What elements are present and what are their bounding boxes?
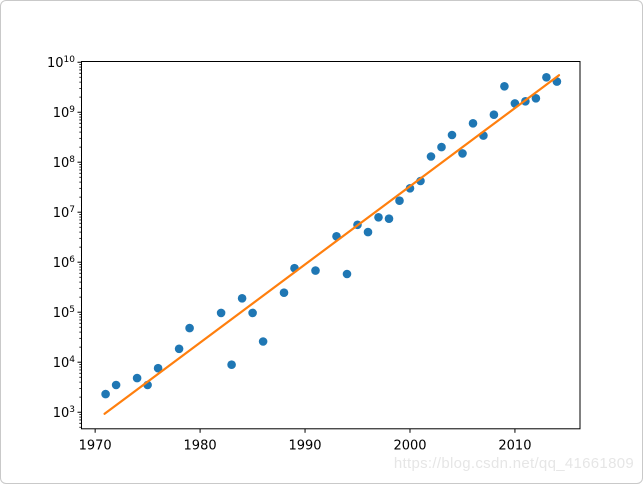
scatter-point bbox=[111, 380, 121, 390]
y-tick-label: 108 bbox=[53, 155, 76, 171]
scatter-point bbox=[311, 266, 320, 275]
scatter-point bbox=[500, 82, 509, 91]
x-tick-label: 1980 bbox=[184, 438, 217, 453]
x-tick-label: 1970 bbox=[79, 438, 112, 453]
scatter-point bbox=[153, 363, 163, 373]
scatter-point bbox=[237, 294, 247, 303]
x-tick-label: 2010 bbox=[498, 438, 531, 453]
y-tick-label: 1010 bbox=[47, 55, 75, 71]
scatter-point bbox=[258, 337, 268, 346]
scatter-point bbox=[384, 214, 394, 223]
scatter-point bbox=[185, 323, 194, 333]
plot-border bbox=[81, 61, 581, 430]
x-tick-label: 1990 bbox=[288, 438, 321, 453]
scatter-point bbox=[374, 213, 383, 222]
scatter-point bbox=[447, 130, 457, 140]
y-tick-label: 107 bbox=[53, 205, 75, 221]
scatter-point bbox=[405, 184, 415, 193]
scatter-point bbox=[468, 119, 478, 128]
y-tick-label: 105 bbox=[53, 305, 75, 321]
scatter-point bbox=[458, 149, 467, 158]
y-tick-label: 104 bbox=[53, 355, 76, 371]
scatter-point bbox=[174, 344, 184, 354]
y-tick-label: 109 bbox=[53, 105, 76, 121]
scatter-point bbox=[279, 288, 289, 298]
scatter-point bbox=[101, 389, 110, 399]
scatter-point bbox=[132, 373, 142, 383]
scatter-point bbox=[395, 196, 404, 205]
scatter-point bbox=[363, 227, 373, 237]
scatter-point bbox=[531, 94, 541, 103]
scatter-point bbox=[437, 142, 446, 152]
scatter-point bbox=[342, 269, 352, 279]
y-tick-label: 103 bbox=[53, 405, 75, 421]
y-tick-label: 106 bbox=[53, 255, 76, 271]
scatter-point bbox=[542, 73, 551, 82]
scatter-point bbox=[216, 308, 226, 318]
scatter-point bbox=[489, 110, 499, 119]
scatter-point bbox=[426, 152, 436, 161]
scatter-point bbox=[227, 360, 236, 370]
scatter-point bbox=[248, 308, 257, 318]
fit-line bbox=[103, 74, 561, 415]
x-tick-label: 2000 bbox=[393, 438, 426, 453]
